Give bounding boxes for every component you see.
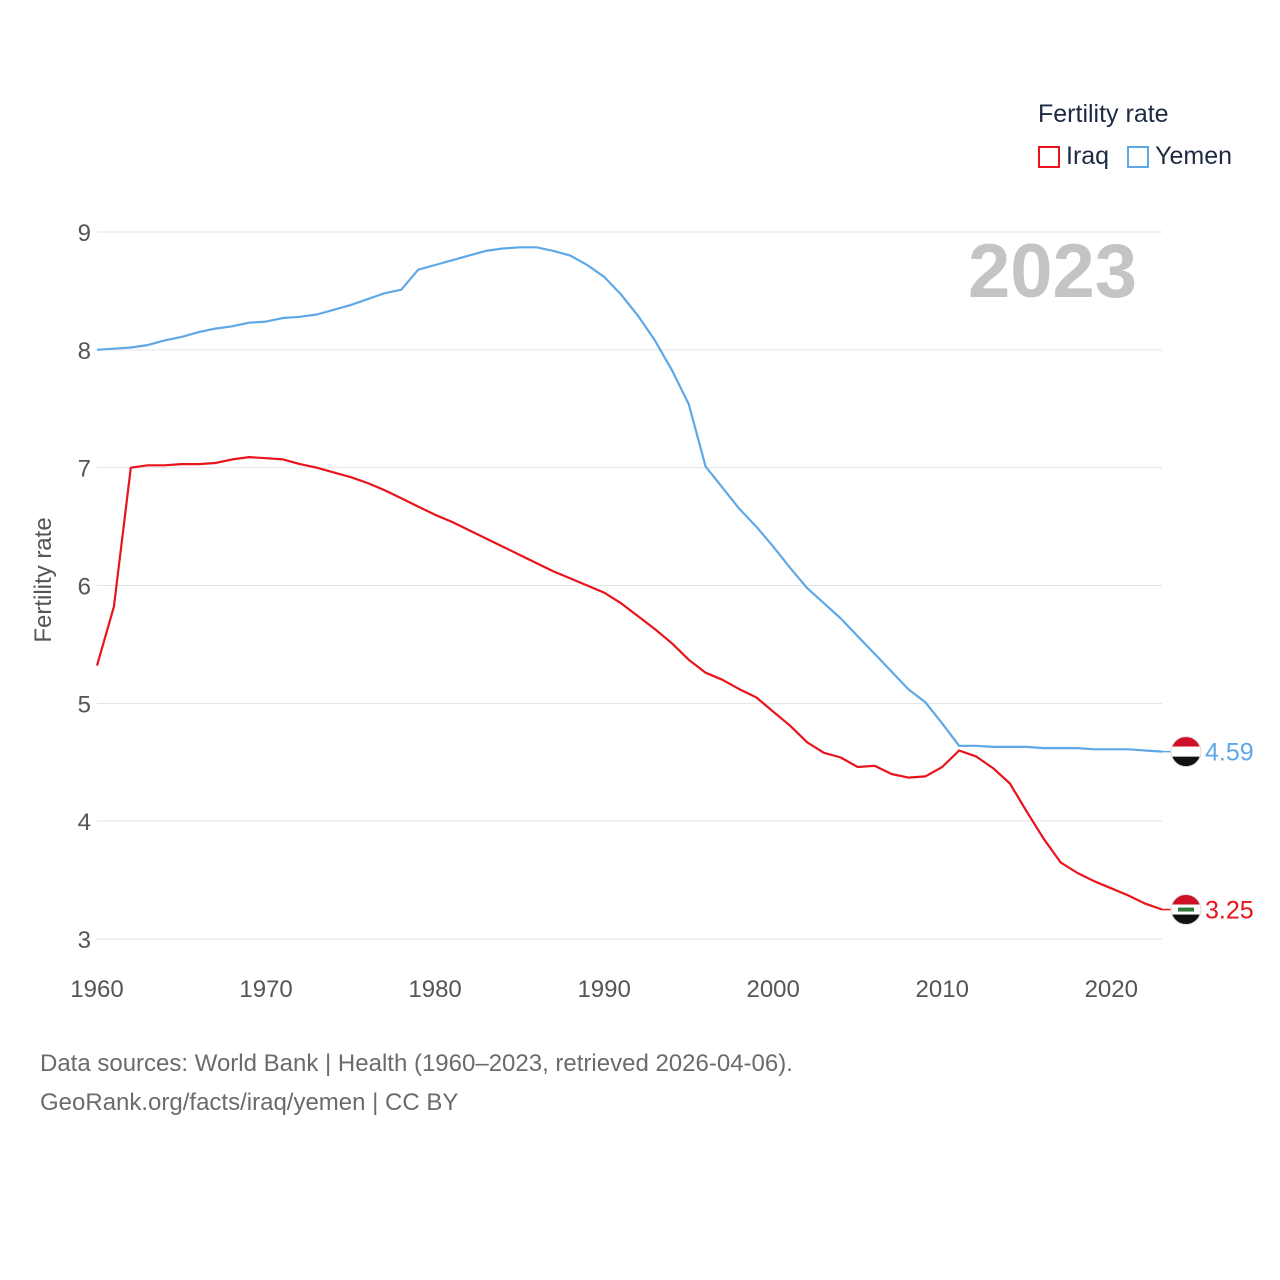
y-tick-label: 4 [78,809,91,836]
series-lines [95,246,1163,911]
x-tick-label: 2020 [1085,976,1138,1003]
end-value-label-iraq: 3.25 [1205,897,1254,925]
y-tick-label: 7 [78,456,91,483]
y-tick-label: 9 [78,220,91,247]
y-tick-label: 5 [78,691,91,718]
legend-label-iraq: Iraq [1066,142,1110,170]
y-axis-label: Fertility rate [30,517,57,643]
flag-icon-yemen [1170,736,1202,768]
gridlines [97,231,1162,940]
legend-swatch-yemen [1127,145,1150,168]
legend-label-yemen: Yemen [1155,142,1233,170]
source-note: Data sources: World Bank | Health (1960–… [40,1044,793,1122]
legend-item-yemen[interactable]: Yemen [1127,142,1232,171]
x-tick-label: 2000 [746,976,799,1003]
legend: Iraq Yemen [1038,142,1250,171]
end-value-label-yemen: 4.59 [1205,739,1254,767]
y-tick-label: 8 [78,338,91,365]
flag-icon-iraq [1170,894,1202,926]
x-tick-label: 2010 [916,976,969,1003]
x-tick-label: 1960 [70,976,123,1003]
x-tick-label: 1990 [577,976,630,1003]
series-line-iraq[interactable] [95,456,1163,911]
source-line-2[interactable]: GeoRank.org/facts/iraq/yemen | CC BY [40,1089,459,1116]
series-line-yemen[interactable] [96,246,1163,753]
x-tick-label: 1970 [239,976,292,1003]
y-axis-ticks: 3 4 5 6 7 8 9 [78,220,91,954]
end-markers: 3.25 4.59 [1162,736,1254,926]
source-line-1[interactable]: Data sources: World Bank | Health (1960–… [40,1050,793,1077]
legend-swatch-iraq [1038,145,1060,168]
x-tick-label: 1980 [408,976,461,1003]
current-year-label: 2023 [968,229,1138,314]
y-tick-label: 3 [78,927,91,954]
y-tick-label: 6 [78,574,91,601]
legend-title: Fertility rate [1038,100,1169,128]
legend-item-iraq[interactable]: Iraq [1038,142,1109,171]
x-axis-ticks: 1960 1970 1980 1990 2000 2010 2020 [70,976,1138,1003]
